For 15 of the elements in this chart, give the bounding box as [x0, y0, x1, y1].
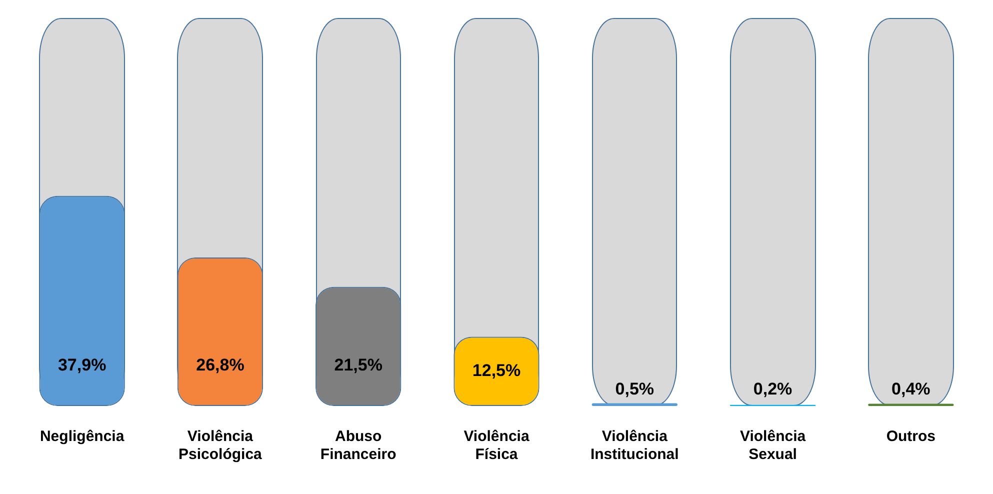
x-tick-label: Violência Psicológica	[178, 428, 263, 464]
bar	[592, 403, 678, 406]
data-label: 0,4%	[892, 380, 930, 399]
x-tick-label: Violência Sexual	[740, 428, 806, 464]
data-label: 26,8%	[196, 356, 244, 375]
data-label: 12,5%	[472, 361, 521, 380]
data-label: 0,2%	[753, 380, 792, 399]
data-label: 21,5%	[334, 356, 382, 375]
data-label: 0,5%	[615, 380, 654, 399]
x-tick-label: Violência Física	[464, 428, 530, 464]
x-tick-label: Negligência	[40, 428, 125, 446]
data-label: 37,9%	[58, 356, 106, 375]
x-tick-label: Abuso Financeiro	[320, 428, 396, 464]
x-tick-label: Violência Institucional	[590, 428, 679, 464]
x-tick-label: Outros	[886, 428, 936, 446]
